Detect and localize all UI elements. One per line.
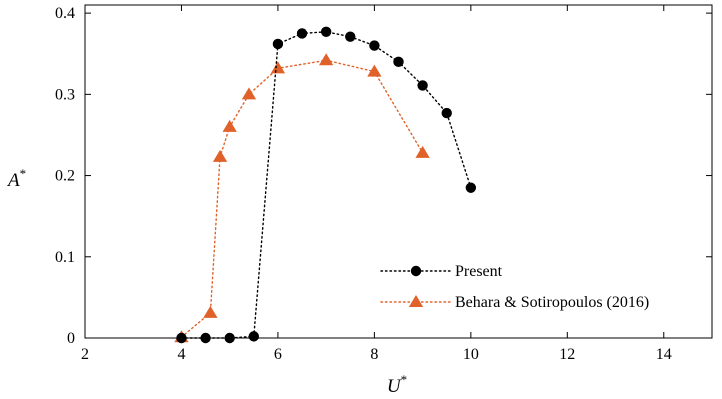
series-behara-sotiropoulos bbox=[174, 53, 430, 343]
data-point bbox=[465, 182, 477, 193]
x-tick-label: 10 bbox=[463, 346, 479, 363]
data-point bbox=[345, 31, 356, 42]
data-point bbox=[296, 28, 308, 39]
legend-label: Present bbox=[455, 263, 503, 280]
data-point bbox=[320, 26, 332, 38]
x-tick-label: 4 bbox=[177, 346, 185, 363]
x-tick-label: 6 bbox=[274, 346, 282, 363]
series-present bbox=[176, 26, 477, 344]
series-layer bbox=[174, 26, 477, 344]
data-point bbox=[441, 107, 452, 119]
data-point bbox=[369, 40, 380, 51]
data-point bbox=[241, 87, 257, 100]
legend-label: Behara & Sotiropoulos (2016) bbox=[455, 294, 649, 311]
plot-frame bbox=[84, 4, 713, 339]
data-point bbox=[248, 331, 260, 342]
y-tick-label: 0.1 bbox=[55, 249, 75, 266]
data-point bbox=[319, 53, 334, 66]
data-point bbox=[222, 119, 237, 132]
data-point bbox=[393, 56, 404, 68]
series-line bbox=[180, 31, 472, 339]
legend-marker bbox=[410, 265, 422, 277]
data-point bbox=[415, 145, 430, 158]
data-point bbox=[212, 149, 228, 162]
ticks: 2 4 6 8 10 12 14 0 0.1 0.2 0.3 0.4 bbox=[55, 5, 712, 363]
legend-item: Present bbox=[380, 263, 503, 280]
x-tick-label: 2 bbox=[81, 346, 89, 363]
y-axis-label: A* bbox=[6, 166, 26, 191]
series-line bbox=[180, 59, 424, 338]
data-point bbox=[270, 61, 286, 74]
legend-marker bbox=[408, 295, 424, 308]
x-axis-label: U* bbox=[387, 372, 407, 397]
y-tick-label: 0.4 bbox=[55, 5, 75, 22]
x-tick-label: 14 bbox=[656, 346, 672, 363]
x-tick-label: 8 bbox=[370, 346, 378, 363]
legend: Present Behara & Sotiropoulos (2016) bbox=[380, 263, 649, 311]
data-point bbox=[224, 332, 235, 344]
legend-item: Behara & Sotiropoulos (2016) bbox=[380, 294, 649, 311]
y-tick-label: 0 bbox=[67, 330, 75, 347]
y-tick-label: 0.2 bbox=[55, 168, 75, 185]
y-tick-label: 0.3 bbox=[55, 86, 75, 103]
data-point bbox=[367, 64, 382, 77]
data-point bbox=[272, 38, 284, 50]
data-point bbox=[417, 80, 428, 91]
data-point bbox=[176, 332, 187, 344]
data-point bbox=[200, 332, 211, 344]
x-tick-label: 12 bbox=[559, 346, 575, 363]
data-point bbox=[203, 305, 218, 318]
